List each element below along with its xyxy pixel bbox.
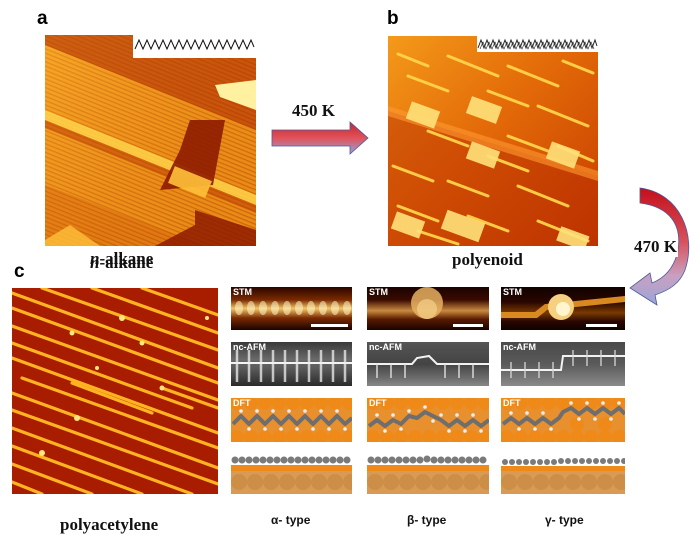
temperature-label-450k: 450 K xyxy=(292,101,335,120)
stm-alpha-image: STM xyxy=(231,287,352,330)
dft-beta-top-view: DFT xyxy=(367,398,489,442)
panel-label-b: b xyxy=(387,8,399,29)
dft-alpha-top-view: DFT xyxy=(231,398,352,442)
panel-label-c: c xyxy=(14,261,25,282)
afm-tag: nc-AFM xyxy=(369,342,402,352)
stm-beta-image: STM xyxy=(367,287,489,330)
stm-image-polyacetylene xyxy=(12,288,218,494)
stm-tag: STM xyxy=(503,287,522,297)
dft-tag: DFT xyxy=(369,398,387,408)
scale-bar xyxy=(311,324,348,327)
afm-gamma-image: nc-AFM xyxy=(501,342,625,386)
caption-n-alkane-c: n-alkane xyxy=(90,254,153,271)
dft-alpha-side-view xyxy=(231,455,352,494)
dft-gamma-side-view xyxy=(501,458,625,494)
afm-alpha-image: nc-AFM xyxy=(231,342,352,386)
afm-beta-image: nc-AFM xyxy=(367,342,489,386)
caption-n-alkane: n-alkane xyxy=(90,250,153,267)
afm-tag: nc-AFM xyxy=(233,342,266,352)
stm-image-n-alkane xyxy=(45,35,256,246)
caption-italic-n: n xyxy=(90,249,100,268)
afm-tag: nc-AFM xyxy=(503,342,536,352)
stm-tag: STM xyxy=(369,287,388,297)
caption-polyacetylene: polyacetylene xyxy=(60,515,159,534)
stm-tag: STM xyxy=(233,287,252,297)
scale-bar xyxy=(453,324,483,327)
temperature-label-470k: 470 K xyxy=(633,237,678,257)
stm-image-polyenoid xyxy=(388,36,598,246)
dft-tag: DFT xyxy=(503,398,521,408)
curved-arrow-icon xyxy=(585,185,700,320)
zigzag-chain-icon xyxy=(477,38,598,50)
caption-suffix: -alkane xyxy=(99,249,154,268)
stm-gamma-image: STM xyxy=(501,287,625,330)
dft-tag: DFT xyxy=(233,398,251,408)
polyenoid-structure-inset xyxy=(477,36,598,52)
panel-label-a: a xyxy=(37,8,48,29)
dft-beta-side-view xyxy=(367,455,489,494)
scale-bar xyxy=(586,324,617,327)
alkane-structure-inset xyxy=(133,35,256,58)
caption-suffix: -alkane xyxy=(99,253,154,272)
gamma-type-label: γ- type xyxy=(545,513,584,527)
caption-polyenoid: polyenoid xyxy=(452,250,523,269)
dft-gamma-top-view: DFT xyxy=(501,398,625,442)
caption-italic-n: n xyxy=(90,253,100,272)
right-arrow-icon xyxy=(270,121,370,156)
zigzag-chain-icon xyxy=(134,38,255,51)
alpha-type-label: α- type xyxy=(271,513,311,527)
beta-type-label: β- type xyxy=(407,513,447,527)
